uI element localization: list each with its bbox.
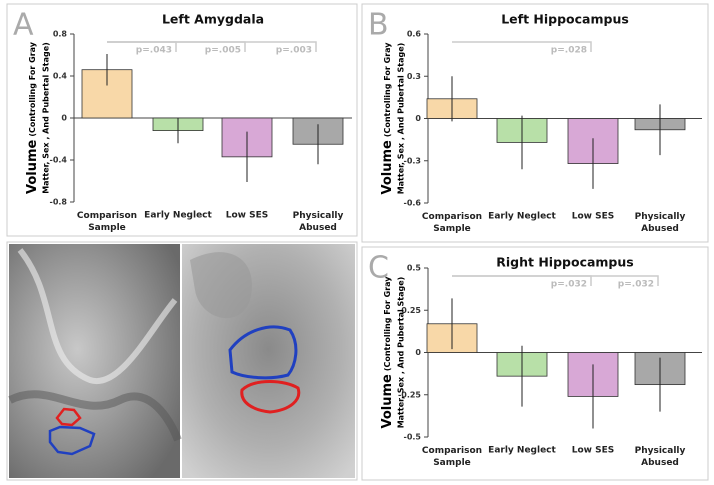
x-tick-label: Physically Abused xyxy=(293,211,344,233)
x-tick-label: Early Neglect xyxy=(144,211,212,221)
x-tick-label: Low SES xyxy=(572,446,614,456)
y-axis-label-detail: (Controlling For Gray xyxy=(383,42,392,137)
significance-label: p=.032 xyxy=(618,280,654,290)
y-axis-label-detail: (Controlling For Gray xyxy=(28,41,37,136)
chart-title: Right Hippocampus xyxy=(496,255,633,270)
mri-texture xyxy=(8,390,182,442)
y-tick-label: 0.5 xyxy=(407,264,422,273)
hippocampus-outline xyxy=(48,425,96,456)
x-tick-label: Early Neglect xyxy=(488,212,556,222)
y-tick-label: -0.4 xyxy=(50,156,68,165)
y-tick-label: 0 xyxy=(61,114,67,123)
panel-letter: B xyxy=(368,8,389,43)
y-axis-label-detail: (Controlling For Gray xyxy=(383,276,392,371)
y-axis-label-detail: Matter, Sex , And Pubertal Stage) xyxy=(397,277,406,429)
significance-label: p=.003 xyxy=(276,46,312,56)
x-tick-label: Comparison Sample xyxy=(77,211,137,233)
x-tick-label: Comparison Sample xyxy=(422,212,482,234)
chart-title: Left Amygdala xyxy=(162,12,264,27)
x-tick-label: Low SES xyxy=(572,212,614,222)
y-tick-label: 0.3 xyxy=(407,72,421,81)
significance-bracket xyxy=(452,41,592,52)
y-axis-label: Volume (Controlling For Gray xyxy=(380,276,395,429)
y-axis-label: Volume (Controlling For Gray xyxy=(25,41,40,194)
amygdala-outline xyxy=(240,380,301,414)
significance-bracket xyxy=(107,41,317,52)
x-tick-label: Low SES xyxy=(226,211,268,221)
significance-label: p=.005 xyxy=(205,46,241,56)
y-tick-label: -0.5 xyxy=(404,433,422,442)
amygdala-outline xyxy=(55,407,82,427)
y-tick-label: -0.3 xyxy=(404,156,422,165)
significance-label: p=.043 xyxy=(136,46,172,56)
y-tick-label: 0 xyxy=(415,348,421,357)
y-tick-label: 0.8 xyxy=(53,30,68,39)
y-tick-label: 0 xyxy=(415,114,421,123)
y-axis-label: Volume (Controlling For Gray xyxy=(380,42,395,195)
hippocampus-outline xyxy=(228,325,298,380)
y-tick-label: -0.25 xyxy=(398,390,421,399)
mri-texture xyxy=(17,248,178,385)
y-axis-label-main: Volume xyxy=(380,374,395,429)
y-tick-label: -0.6 xyxy=(404,199,422,208)
y-tick-label: -0.8 xyxy=(50,198,68,207)
x-tick-label: Physically Abused xyxy=(635,446,686,468)
panel-letter: C xyxy=(368,251,389,286)
x-tick-label: Physically Abused xyxy=(635,212,686,234)
significance-label: p=.032 xyxy=(551,280,587,290)
x-tick-label: Comparison Sample xyxy=(422,446,482,468)
y-tick-label: 0.6 xyxy=(407,30,422,39)
significance-label: p=.028 xyxy=(551,46,587,56)
y-tick-label: 0.25 xyxy=(401,306,421,315)
x-tick-label: Early Neglect xyxy=(488,446,556,456)
y-axis-label-main: Volume xyxy=(380,140,395,195)
chart-title: Left Hippocampus xyxy=(501,12,629,27)
y-axis-label-detail: Matter, Sex , And Pubertal Stage) xyxy=(397,43,406,195)
panel-letter: A xyxy=(13,8,34,43)
y-tick-label: 0.4 xyxy=(53,72,68,81)
significance-bracket xyxy=(452,275,659,286)
y-axis-label-detail: Matter, Sex , And Pubertal Stage) xyxy=(42,42,51,194)
y-axis-label-main: Volume xyxy=(25,139,40,194)
mri-texture xyxy=(190,252,252,319)
